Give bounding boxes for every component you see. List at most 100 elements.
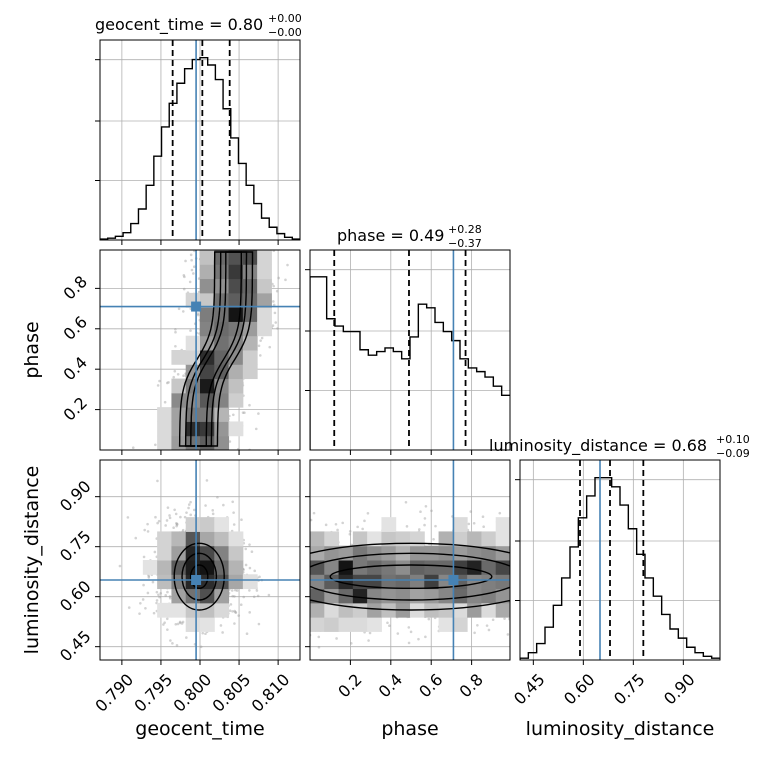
scatter-geocent_time-vs-luminosity_distance-density-cell — [157, 602, 172, 618]
scatter-phase-vs-luminosity_distance-point — [498, 511, 502, 515]
scatter-phase-vs-luminosity_distance-density-cell — [481, 588, 497, 604]
scatter-geocent_time-vs-phase-density-cell — [242, 264, 258, 280]
scatter-geocent_time-vs-luminosity_distance-point — [233, 609, 236, 613]
scatter-geocent_time-vs-phase-panel: 0.2 0.4 0.6 0.8 — [60, 249, 301, 455]
scatter-phase-vs-luminosity_distance-point — [423, 523, 426, 527]
scatter-geocent_time-vs-phase-point — [182, 274, 186, 277]
scatter-geocent_time-vs-luminosity_distance-point — [158, 595, 161, 599]
scatter-phase-vs-luminosity_distance-point — [407, 641, 411, 645]
scatter-geocent_time-vs-luminosity_distance-contour-0 — [189, 564, 209, 590]
scatter-geocent_time-vs-phase-point — [196, 313, 200, 317]
scatter-geocent_time-vs-phase-density-cell — [242, 278, 258, 294]
scatter-geocent_time-vs-phase-point — [172, 375, 176, 379]
scatter-phase-vs-luminosity_distance-point — [424, 504, 428, 508]
scatter-geocent_time-vs-phase-density-cell — [228, 264, 244, 280]
scatter-geocent_time-vs-phase-density-cell — [242, 364, 258, 380]
hist-phase-panel — [305, 249, 511, 455]
scatter-geocent_time-vs-phase-density-cell — [242, 350, 258, 365]
scatter-geocent_time-vs-luminosity_distance-point — [153, 550, 157, 554]
scatter-geocent_time-vs-phase-density-cell — [171, 407, 187, 422]
hist-luminosity_distance-xticklabel-3: 0.90 — [660, 670, 699, 709]
scatter-geocent_time-vs-phase-point — [277, 276, 280, 280]
scatter-geocent_time-vs-phase-density-cell — [214, 278, 230, 294]
scatter-geocent_time-vs-phase-density-cell — [171, 392, 187, 408]
scatter-geocent_time-vs-phase-point — [163, 400, 167, 404]
scatter-phase-vs-luminosity_distance-point — [417, 637, 420, 641]
scatter-phase-vs-luminosity_distance-point — [335, 637, 338, 640]
hist-luminosity_distance-panel-plot-area — [520, 460, 720, 660]
scatter-geocent_time-vs-phase-truth-marker — [191, 301, 202, 312]
scatter-phase-vs-luminosity_distance-point — [324, 523, 328, 527]
scatter-phase-vs-luminosity_distance-density-cell — [452, 531, 468, 547]
scatter-phase-vs-luminosity_distance-point — [503, 617, 506, 620]
scatter-geocent_time-vs-phase-density-cell — [157, 435, 172, 450]
hist-luminosity_distance-xticklabel-1: 0.60 — [560, 670, 599, 709]
scatter-geocent_time-vs-phase-point — [196, 312, 200, 315]
title-luminosity_distance-plus: +0.10 — [716, 433, 750, 446]
scatter-phase-vs-luminosity_distance-density-cell — [495, 517, 510, 532]
scatter-geocent_time-vs-phase-density-cell — [214, 292, 230, 308]
scatter-phase-vs-luminosity_distance-density-cell — [410, 574, 425, 590]
scatter-phase-vs-luminosity_distance-point — [485, 624, 489, 627]
scatter-phase-vs-luminosity_distance-point — [405, 525, 409, 528]
scatter-phase-vs-luminosity_distance-contours — [310, 542, 510, 611]
scatter-geocent_time-vs-luminosity_distance-point — [231, 500, 234, 504]
scatter-phase-vs-luminosity_distance-point — [473, 631, 476, 635]
scatter-geocent_time-vs-luminosity_distance-point — [176, 622, 180, 626]
scatter-geocent_time-vs-phase-yticklabel-1: 0.4 — [60, 353, 91, 384]
scatter-geocent_time-vs-luminosity_distance-point — [199, 645, 203, 649]
scatter-phase-vs-luminosity_distance-density-cell — [395, 588, 411, 604]
scatter-geocent_time-vs-phase-density-cell — [214, 264, 230, 280]
scatter-phase-vs-luminosity_distance-point — [409, 630, 413, 634]
scatter-geocent_time-vs-phase-density-cell — [171, 421, 187, 437]
scatter-geocent_time-vs-phase-density-cell — [185, 421, 201, 437]
title-phase-plus: +0.28 — [448, 223, 482, 236]
scatter-geocent_time-vs-phase-point — [197, 290, 201, 294]
scatter-geocent_time-vs-phase-density-cell — [200, 278, 215, 294]
scatter-geocent_time-vs-phase-point — [284, 278, 287, 282]
scatter-phase-vs-luminosity_distance-point — [356, 525, 359, 529]
scatter-geocent_time-vs-luminosity_distance-point — [178, 621, 182, 625]
scatter-phase-vs-luminosity_distance-density-cell — [481, 560, 497, 575]
scatter-geocent_time-vs-luminosity_distance-point — [211, 512, 215, 516]
scatter-geocent_time-vs-phase-point — [236, 447, 240, 450]
scatter-geocent_time-vs-luminosity_distance-yticklabel-0: 0.45 — [56, 627, 95, 666]
scatter-geocent_time-vs-luminosity_distance-density-cell — [185, 588, 201, 604]
scatter-geocent_time-vs-phase-density-cell — [200, 364, 215, 380]
scatter-geocent_time-vs-luminosity_distance-point — [248, 566, 252, 570]
scatter-geocent_time-vs-phase-density-cell — [185, 407, 201, 422]
scatter-geocent_time-vs-luminosity_distance-point — [175, 522, 179, 526]
scatter-geocent_time-vs-luminosity_distance-point — [155, 599, 159, 602]
scatter-geocent_time-vs-luminosity_distance-point — [118, 564, 122, 568]
scatter-phase-vs-luminosity_distance-density-cell — [324, 617, 340, 632]
scatter-phase-vs-luminosity_distance-density-cell — [367, 560, 382, 575]
scatter-geocent_time-vs-phase-yticklabel-2: 0.6 — [60, 312, 91, 343]
scatter-geocent_time-vs-luminosity_distance-point — [162, 623, 165, 626]
scatter-phase-vs-luminosity_distance-point — [487, 628, 491, 632]
scatter-geocent_time-vs-luminosity_distance-point — [142, 583, 145, 587]
scatter-geocent_time-vs-luminosity_distance-point — [165, 519, 169, 522]
scatter-phase-vs-luminosity_distance-point — [467, 522, 471, 526]
scatter-geocent_time-vs-luminosity_distance-density-cell — [171, 602, 187, 618]
scatter-phase-vs-luminosity_distance-density-cell — [495, 588, 510, 604]
scatter-geocent_time-vs-phase-density-cell — [200, 435, 215, 450]
scatter-phase-vs-luminosity_distance-density-cell — [310, 560, 325, 575]
scatter-phase-vs-luminosity_distance-density-cell — [467, 560, 482, 575]
scatter-phase-vs-luminosity_distance-density-cell — [424, 588, 440, 604]
scatter-geocent_time-vs-luminosity_distance-point — [221, 631, 224, 634]
scatter-phase-vs-luminosity_distance-density-cell — [367, 588, 382, 604]
hist-geocent_time-steps — [100, 57, 300, 240]
scatter-phase-vs-luminosity_distance-density-cell — [410, 531, 425, 547]
scatter-geocent_time-vs-luminosity_distance-xticklabel-1: 0.795 — [130, 670, 176, 716]
scatter-geocent_time-vs-phase-density-cell — [185, 335, 201, 351]
scatter-geocent_time-vs-phase-point — [248, 403, 251, 407]
scatter-geocent_time-vs-luminosity_distance-point — [174, 622, 178, 626]
scatter-geocent_time-vs-phase-point — [232, 413, 235, 417]
title-phase-minus: −0.37 — [448, 237, 482, 250]
title-luminosity_distance: luminosity_distance = 0.68 +0.10 −0.09 — [489, 433, 750, 460]
scatter-geocent_time-vs-luminosity_distance-point — [181, 528, 185, 532]
scatter-phase-vs-luminosity_distance-panel: 0.2 0.4 0.6 0.8 — [305, 459, 511, 701]
scatter-phase-vs-luminosity_distance-density-cell — [324, 602, 340, 618]
scatter-geocent_time-vs-luminosity_distance-point — [175, 522, 178, 525]
scatter-geocent_time-vs-luminosity_distance-point — [179, 515, 182, 519]
